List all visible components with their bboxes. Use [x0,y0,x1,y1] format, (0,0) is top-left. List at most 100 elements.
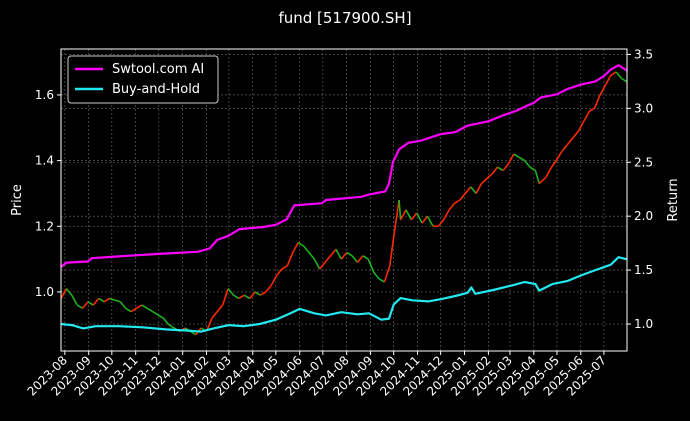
price-segment-45 [308,252,315,260]
price-segment-75 [464,186,472,194]
price-segment-42 [292,242,299,253]
price-segment-10 [109,297,121,303]
price-segment-11 [119,301,127,309]
price-segment-33 [243,294,251,300]
y-left-tick-label-1: 1.2 [35,219,54,233]
y-left-tick-label-3: 1.6 [35,88,54,102]
price-segment-64 [405,209,413,221]
price-segment-101 [610,71,617,76]
y-right-tick-label-5: 3.5 [634,47,653,61]
price-segment-94 [572,130,580,139]
price-segment-76 [470,186,477,194]
price-segment-73 [454,199,461,204]
price-segment-36 [260,291,267,296]
price-segment-4 [76,304,83,310]
price-segment-70 [437,219,445,227]
price-segment-97 [588,107,596,113]
y-axis-right: 1.0 1.5 2.0 2.5 3.0 3.5 [627,47,653,331]
price-segment-9 [103,297,110,303]
y-right-tick-label-1: 1.5 [634,263,653,277]
price-segment-86 [529,166,536,172]
price-segment-49 [329,248,337,257]
legend-box [67,55,219,104]
price-segment-29 [221,288,229,306]
price-segment-12 [125,307,132,313]
price-segment-32 [238,294,245,300]
price-segment-47 [319,261,326,270]
chart-title: fund [517900.SH] [278,9,411,27]
price-segment-3 [71,294,78,306]
price-segment-81 [502,163,510,171]
price-segment-34 [249,291,256,299]
price-segment-48 [324,255,332,263]
price-segment-38 [270,275,278,286]
price-segment-88 [538,176,547,185]
price-segment-59 [383,265,391,283]
price-segment-78 [480,173,493,185]
price-segment-19 [162,317,170,326]
price-segment-8 [98,297,105,303]
price-segment-53 [351,255,359,263]
price-segment-58 [378,278,385,283]
price-segment-93 [567,137,574,145]
price-segment-98 [593,94,601,109]
price-segment-87 [534,170,540,184]
price-segment-39 [276,268,283,277]
y-left-tick-label-2: 1.4 [35,154,54,168]
price-segment-31 [233,294,240,300]
price-segment-57 [373,271,380,280]
price-segment-103 [621,77,628,83]
price-segment-5 [81,301,89,309]
plot-frame [60,48,628,352]
price-candles [60,71,628,336]
price-segment-40 [281,264,288,270]
y-right-tick-label-3: 2.5 [634,155,653,169]
price-segment-51 [340,252,348,260]
price-segment-61 [392,199,400,243]
price-segment-18 [157,314,164,319]
price-segment-71 [443,209,450,221]
y-right-tick-label-2: 2.0 [634,209,653,223]
price-segment-7 [92,297,100,306]
price-segment-13 [130,307,137,313]
price-segment-66 [416,212,423,224]
price-segment-41 [286,252,294,266]
price-segment-77 [475,183,483,194]
price-segment-2 [65,288,73,296]
y-axis-right-label: Return [666,178,681,221]
series-line-0 [60,64,628,268]
price-segment-54 [356,255,364,263]
x-axis: 2023-082023-092023-102023-112023-122024-… [25,351,609,399]
price-segment-80 [497,166,504,172]
price-segment-50 [335,248,343,260]
price-segment-30 [227,288,235,296]
price-segment-6 [87,301,94,306]
price-segment-28 [211,304,224,319]
price-segment-72 [448,202,456,211]
price-segment-95 [577,120,585,132]
y-axis-left: 1.0 1.2 1.4 1.6 [35,88,61,299]
price-segment-20 [168,324,175,329]
legend-label-buy-and-hold: Buy-and-Hold [112,82,200,97]
y-left-tick-label-0: 1.0 [35,285,54,299]
price-segment-67 [421,215,429,224]
y-right-tick-label-4: 3.0 [634,101,653,115]
price-segment-15 [141,304,148,310]
legend-label-swtool: Swtool.com AI [112,62,204,77]
y-right-tick-label-0: 1.0 [634,317,653,331]
price-segment-35 [254,291,261,296]
series-lines [60,64,628,333]
price-segment-1 [60,288,68,299]
y-axis-left-label: Price [10,184,25,216]
price-segment-99 [599,84,607,96]
price-segment-63 [399,209,407,221]
price-segment-96 [583,110,590,122]
price-segment-82 [507,153,515,165]
price-segment-60 [389,242,394,266]
price-segment-68 [426,216,434,227]
price-segment-17 [152,310,159,316]
price-segment-37 [265,284,272,293]
price-segment-74 [459,192,466,201]
price-segment-46 [313,258,321,270]
